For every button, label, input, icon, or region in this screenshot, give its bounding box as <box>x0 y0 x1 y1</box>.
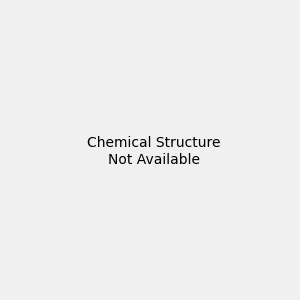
Text: Chemical Structure
Not Available: Chemical Structure Not Available <box>87 136 220 166</box>
